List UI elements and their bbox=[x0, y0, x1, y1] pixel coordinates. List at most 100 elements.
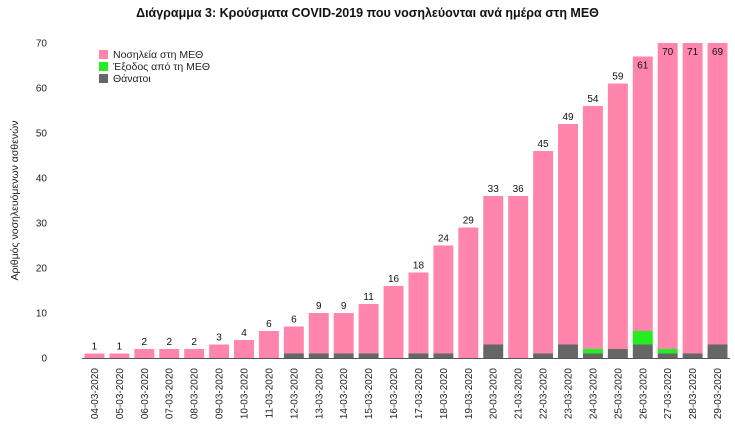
bar-hospitalized bbox=[607, 83, 628, 349]
bar-hospitalized bbox=[458, 227, 479, 358]
x-tick-label: 25-03-2020 bbox=[613, 368, 624, 420]
data-label: 33 bbox=[488, 184, 500, 195]
bar-hospitalized bbox=[632, 56, 653, 331]
legend-label: Νοσηλεία στη ΜΕΘ bbox=[113, 49, 203, 61]
legend-swatch bbox=[99, 74, 108, 83]
x-tick-label: 27-03-2020 bbox=[663, 368, 674, 420]
bar-deaths bbox=[308, 353, 329, 358]
bar-deaths bbox=[558, 344, 578, 358]
data-label: 36 bbox=[513, 184, 525, 195]
bar-deaths bbox=[632, 344, 653, 358]
data-label: 29 bbox=[463, 216, 475, 227]
data-label: 1 bbox=[117, 342, 123, 353]
bar-deaths bbox=[333, 353, 354, 358]
data-label: 1 bbox=[92, 342, 98, 353]
y-tick-label: 60 bbox=[36, 84, 48, 95]
y-tick-label: 40 bbox=[36, 174, 48, 185]
x-tick-label: 19-03-2020 bbox=[464, 368, 475, 420]
bar-deaths bbox=[408, 353, 429, 358]
bar-hospitalized bbox=[383, 286, 404, 358]
x-tick-label: 10-03-2020 bbox=[240, 368, 251, 420]
bar-deaths bbox=[707, 344, 728, 358]
x-tick-label: 05-03-2020 bbox=[115, 368, 126, 420]
bar-hospitalized bbox=[657, 43, 678, 349]
data-label: 11 bbox=[363, 292, 374, 303]
x-tick-label: 23-03-2020 bbox=[564, 368, 575, 420]
y-tick-label: 0 bbox=[41, 354, 47, 365]
data-label: 6 bbox=[291, 315, 297, 326]
x-tick-label: 13-03-2020 bbox=[314, 368, 325, 420]
data-label: 2 bbox=[166, 337, 172, 348]
bar-hospitalized bbox=[533, 151, 554, 354]
x-tick-label: 14-03-2020 bbox=[339, 368, 350, 420]
bar-deaths bbox=[657, 353, 678, 358]
bar-deaths bbox=[283, 353, 304, 358]
x-tick-label: 21-03-2020 bbox=[514, 368, 525, 420]
data-label: 2 bbox=[142, 337, 148, 348]
data-label: 45 bbox=[538, 139, 550, 150]
data-label: 9 bbox=[341, 301, 347, 312]
bar-deaths bbox=[433, 353, 454, 358]
bar-hospitalized bbox=[159, 349, 180, 358]
bar-hospitalized bbox=[258, 331, 279, 358]
y-tick-label: 20 bbox=[36, 264, 48, 275]
data-label: 69 bbox=[712, 47, 724, 58]
bar-hospitalized bbox=[433, 245, 454, 354]
x-tick-label: 18-03-2020 bbox=[439, 368, 450, 420]
data-label: 9 bbox=[316, 301, 322, 312]
bar-discharged bbox=[632, 331, 653, 345]
bar-discharged bbox=[582, 349, 603, 354]
data-label: 24 bbox=[438, 234, 450, 245]
bar-hospitalized bbox=[358, 304, 379, 354]
bar-hospitalized bbox=[283, 326, 304, 354]
data-label: 71 bbox=[687, 47, 699, 58]
legend-swatch bbox=[99, 62, 108, 71]
bar-hospitalized bbox=[682, 43, 703, 354]
x-tick-label: 06-03-2020 bbox=[140, 368, 151, 420]
bar-hospitalized bbox=[558, 124, 578, 345]
y-tick-label: 10 bbox=[36, 309, 48, 320]
x-tick-label: 26-03-2020 bbox=[638, 368, 649, 420]
bar-deaths bbox=[483, 344, 504, 358]
bar-hospitalized bbox=[483, 196, 504, 345]
data-label: 16 bbox=[388, 274, 400, 285]
y-tick-label: 50 bbox=[36, 129, 48, 140]
bar-hospitalized bbox=[333, 313, 354, 354]
x-tick-label: 04-03-2020 bbox=[90, 368, 101, 420]
bar-deaths bbox=[607, 349, 628, 358]
x-tick-label: 17-03-2020 bbox=[414, 368, 425, 420]
x-tick-label: 12-03-2020 bbox=[289, 368, 300, 420]
data-label: 49 bbox=[562, 112, 574, 123]
bar-hospitalized bbox=[109, 353, 130, 358]
data-label: 2 bbox=[191, 337, 197, 348]
x-tick-label: 20-03-2020 bbox=[489, 368, 500, 420]
x-tick-label: 29-03-2020 bbox=[713, 368, 724, 420]
y-tick-label: 30 bbox=[36, 219, 48, 230]
bar-deaths bbox=[582, 353, 603, 358]
legend-label: Θάνατοι bbox=[113, 73, 151, 85]
bar-hospitalized bbox=[209, 344, 230, 358]
x-tick-label: 28-03-2020 bbox=[688, 368, 699, 420]
bar-hospitalized bbox=[308, 313, 329, 354]
bar-deaths bbox=[533, 353, 554, 358]
y-tick-label: 70 bbox=[36, 39, 48, 50]
bar-hospitalized bbox=[184, 349, 205, 358]
x-tick-label: 22-03-2020 bbox=[539, 368, 550, 420]
x-tick-label: 07-03-2020 bbox=[165, 368, 176, 420]
bar-discharged bbox=[657, 349, 678, 354]
chart-title: Διάγραμμα 3: Κρούσματα COVID-2019 που νο… bbox=[136, 6, 599, 20]
bar-hospitalized bbox=[84, 353, 105, 358]
data-label: 6 bbox=[266, 319, 272, 330]
legend-swatch bbox=[99, 50, 108, 59]
data-label: 18 bbox=[413, 261, 425, 272]
x-tick-label: 09-03-2020 bbox=[215, 368, 226, 420]
x-tick-label: 24-03-2020 bbox=[588, 368, 599, 420]
data-label: 54 bbox=[587, 94, 599, 105]
data-label: 59 bbox=[612, 72, 624, 83]
bar-deaths bbox=[358, 353, 379, 358]
x-tick-label: 16-03-2020 bbox=[389, 368, 400, 420]
data-label: 61 bbox=[637, 61, 649, 72]
bar-hospitalized bbox=[582, 106, 603, 349]
y-axis-label: Αριθμός νοσηλευόμενων ασθενών bbox=[9, 120, 21, 280]
bar-hospitalized bbox=[408, 272, 429, 354]
